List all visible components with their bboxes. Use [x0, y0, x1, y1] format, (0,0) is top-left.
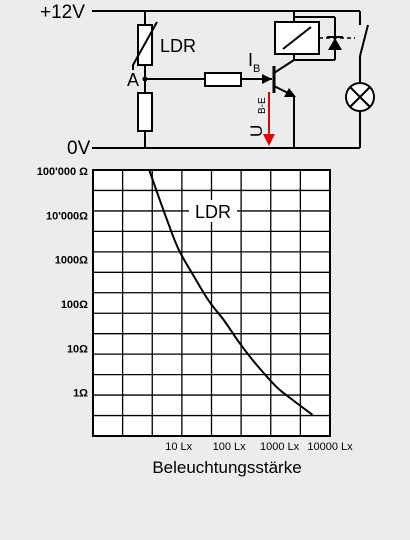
base-current-subscript: B: [253, 63, 260, 75]
ldr-resistance-chart: 100'000 Ω 10'000Ω 1000Ω 100Ω 10Ω 1Ω 10 Lx 100 …: [37, 166, 353, 477]
y-tick-label: 1Ω: [73, 388, 88, 400]
emitter-arrow: [284, 88, 296, 97]
voltage-arrow-head: [263, 134, 275, 146]
x-tick-label: 10 Lx: [165, 441, 192, 453]
transistor-collector: [273, 59, 295, 74]
x-tick-label: 1000 Lx: [260, 441, 300, 453]
relay-coil-slash: [282, 26, 312, 50]
base-current-arrow: [262, 74, 272, 84]
y-tick-label: 100'000 Ω: [37, 166, 88, 178]
y-tick-label: 1000Ω: [55, 255, 88, 267]
ground-label: 0V: [67, 138, 91, 159]
voltage-arrow: [263, 92, 275, 146]
supply-label: +12V: [40, 2, 85, 23]
grid: [93, 170, 330, 436]
lower-resistor: [137, 92, 153, 132]
ldr-label: LDR: [160, 36, 196, 56]
chart-title-bg: [189, 200, 237, 222]
switch-blade: [359, 24, 369, 57]
voltage-label: U: [247, 125, 266, 137]
ldr-series-curve: [148, 169, 314, 416]
x-axis-label: Beleuchtungsstärke: [152, 458, 301, 477]
y-tick-label: 10Ω: [67, 343, 88, 355]
chart-title: LDR: [195, 202, 231, 222]
diode-triangle: [328, 38, 342, 50]
circuit-diagram: [92, 10, 375, 149]
voltage-subscript: B-E: [257, 97, 268, 114]
ldr-slash: [132, 21, 158, 70]
lamp-cross-2: [349, 86, 371, 108]
x-tick-label: 10000 Lx: [307, 441, 353, 453]
x-tick-labels: 10 Lx 100 Lx 1000 Lx 10000 Lx: [165, 441, 353, 453]
y-tick-label: 100Ω: [61, 299, 88, 311]
base-current-label: I: [248, 50, 253, 70]
y-tick-labels: 100'000 Ω 10'000Ω 1000Ω 100Ω 10Ω 1Ω: [37, 166, 88, 400]
x-tick-label: 100 Lx: [213, 441, 247, 453]
node-a-label: A: [127, 70, 139, 90]
base-resistor: [204, 72, 242, 87]
y-tick-label: 10'000Ω: [46, 210, 88, 222]
